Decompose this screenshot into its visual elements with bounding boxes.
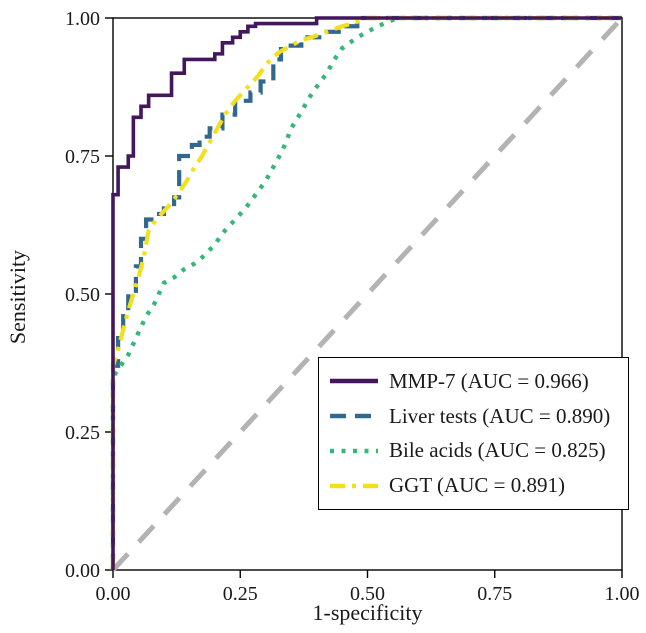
x-tick-label: 0.50 (350, 583, 385, 605)
legend-box: MMP-7 (AUC = 0.966) Liver tests (AUC = 0.… (318, 357, 629, 510)
y-axis-title: Sensitivity (5, 249, 30, 345)
y-tick-label: 0.25 (65, 422, 100, 444)
y-tick-label: 0.75 (65, 146, 100, 168)
legend-label: MMP-7 (AUC = 0.966) (389, 368, 589, 393)
roc-curve (110, 15, 622, 570)
legend-item: Liver tests (AUC = 0.890) (329, 401, 618, 431)
reference-diagonal-line (111, 16, 624, 572)
x-tick-label: 0.25 (223, 583, 258, 605)
y-tick-label: 0.00 (65, 560, 100, 582)
legend-label: Bile acids (AUC = 0.825) (389, 438, 606, 463)
x-tick-label: 1.00 (605, 583, 640, 605)
legend-line-sample (330, 448, 378, 454)
x-tick-label: 0.75 (477, 583, 512, 605)
legend-item: Bile acids (AUC = 0.825) (329, 436, 618, 466)
roc-curve (110, 15, 622, 570)
legend-line-sample (330, 413, 378, 419)
x-tick-label: 0.00 (96, 583, 131, 605)
roc-curve (111, 16, 622, 570)
legend-line-sample (330, 483, 378, 488)
x-axis-title: 1-specificity (312, 600, 423, 625)
legend-line-sample (330, 379, 378, 384)
roc-curve (110, 15, 622, 570)
legend-label: Liver tests (AUC = 0.890) (389, 403, 611, 428)
y-tick-label: 1.00 (65, 8, 100, 30)
legend-item: GGT (AUC = 0.891) (329, 471, 618, 501)
legend-item: MMP-7 (AUC = 0.966) (329, 366, 618, 396)
y-tick-label: 0.50 (65, 284, 100, 306)
legend-label: GGT (AUC = 0.891) (389, 473, 565, 498)
